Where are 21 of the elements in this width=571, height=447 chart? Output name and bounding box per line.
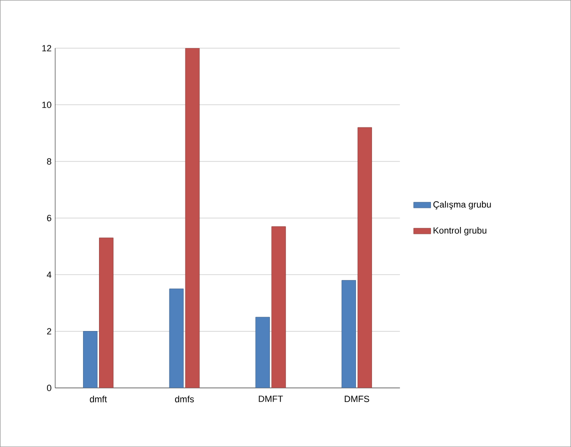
bar [83,331,98,388]
y-tick-label: 12 [42,44,52,52]
bar [358,127,372,388]
x-tick-label: DMFS [344,396,370,402]
bar [342,280,356,388]
y-tick-label: 4 [46,272,52,278]
bar [99,238,114,388]
bar [185,48,200,388]
y-tick-label: 2 [47,328,52,334]
y-tick-label: 10 [42,102,52,108]
x-tick-label: dmfs [175,396,194,402]
x-tick-label: dmft [90,396,107,402]
legend-label: Kontrol grubu [434,227,486,236]
bar [271,226,286,388]
y-tick-label: 6 [47,214,52,222]
legend-label: Çalışma grubu [433,201,491,210]
x-tick-label: DMFT [258,396,283,402]
y-tick-label: 8 [47,158,52,165]
bar [169,288,184,388]
y-tick-label: 0 [46,384,52,392]
bar [255,316,270,388]
